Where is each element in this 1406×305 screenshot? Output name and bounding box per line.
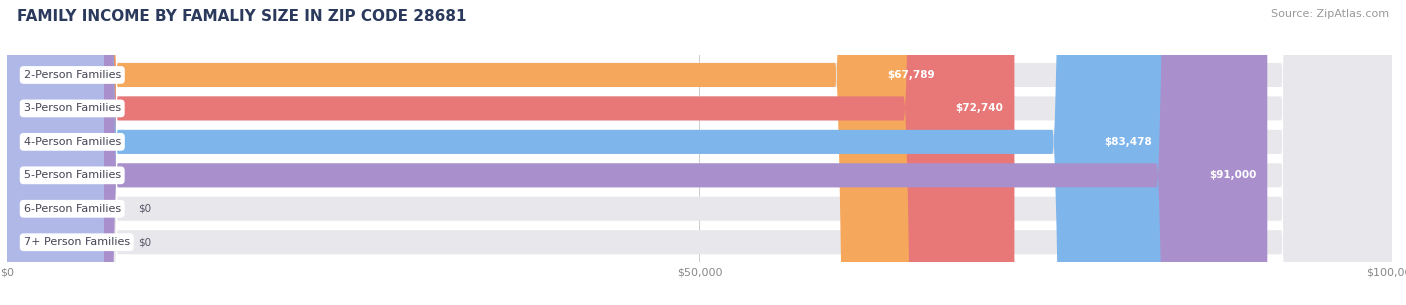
Text: $91,000: $91,000	[1209, 170, 1256, 180]
FancyBboxPatch shape	[7, 0, 104, 305]
FancyBboxPatch shape	[7, 0, 1392, 305]
Text: $83,478: $83,478	[1104, 137, 1152, 147]
Text: $0: $0	[139, 237, 152, 247]
Text: 2-Person Families: 2-Person Families	[24, 70, 121, 80]
Text: 3-Person Families: 3-Person Families	[24, 103, 121, 113]
FancyBboxPatch shape	[7, 0, 1392, 305]
Text: $72,740: $72,740	[956, 103, 1004, 113]
FancyBboxPatch shape	[7, 0, 1267, 305]
FancyBboxPatch shape	[7, 0, 1392, 305]
Text: Source: ZipAtlas.com: Source: ZipAtlas.com	[1271, 9, 1389, 19]
FancyBboxPatch shape	[7, 0, 1392, 305]
FancyBboxPatch shape	[7, 0, 1392, 305]
Text: FAMILY INCOME BY FAMALIY SIZE IN ZIP CODE 28681: FAMILY INCOME BY FAMALIY SIZE IN ZIP COD…	[17, 9, 467, 24]
Text: 6-Person Families: 6-Person Families	[24, 204, 121, 214]
Text: 5-Person Families: 5-Person Families	[24, 170, 121, 180]
Text: 4-Person Families: 4-Person Families	[24, 137, 121, 147]
FancyBboxPatch shape	[7, 0, 1163, 305]
FancyBboxPatch shape	[7, 0, 1014, 305]
Text: $67,789: $67,789	[887, 70, 935, 80]
FancyBboxPatch shape	[7, 0, 946, 305]
Text: $0: $0	[139, 204, 152, 214]
Text: 7+ Person Families: 7+ Person Families	[24, 237, 129, 247]
FancyBboxPatch shape	[7, 0, 104, 305]
FancyBboxPatch shape	[7, 0, 1392, 305]
